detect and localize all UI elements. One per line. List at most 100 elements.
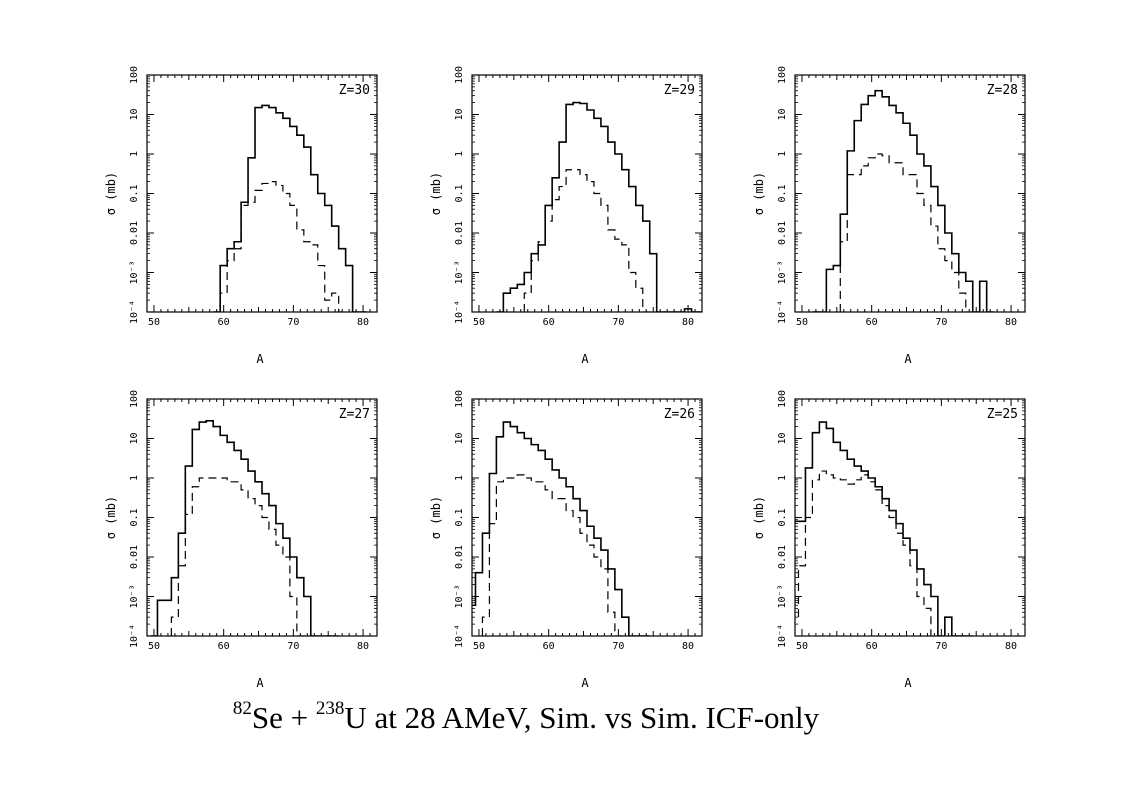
panel-z26: 50 60 70 80 10⁻⁴ 10⁻³ 0.01 0.1 1 10 100 Aσ (mb) Z=26 [429, 390, 703, 690]
panel-label: Z=25 [987, 407, 1018, 422]
x-tick-label: 70 [935, 641, 947, 652]
y-tick-label: 10⁻⁴ [777, 624, 788, 648]
histogram-icf-only [170, 477, 311, 636]
histogram-sim [213, 104, 367, 312]
y-tick-label: 100 [129, 66, 140, 84]
y-axis-label: σ (mb) [752, 496, 766, 539]
x-tick-label: 60 [218, 317, 230, 328]
x-axis-label: A [256, 352, 264, 366]
x-tick-label: 50 [473, 317, 485, 328]
y-tick-label: 10⁻³ [454, 584, 465, 608]
x-tick-label: 50 [148, 317, 160, 328]
panel-z30: 50 60 70 80 10⁻⁴ 10⁻³ 0.01 0.1 1 10 100 Aσ (mb) Z=30 [104, 66, 378, 366]
u-mass-number: 238 [315, 698, 345, 719]
panel-label: Z=26 [664, 407, 695, 422]
x-axis-label: A [904, 352, 912, 366]
y-tick-label: 10 [454, 432, 465, 444]
y-tick-label: 0.1 [129, 508, 140, 526]
x-tick-label: 80 [1005, 641, 1017, 652]
histogram-icf-only [219, 181, 346, 312]
y-tick-label: 10 [454, 108, 465, 120]
x-tick-label: 80 [682, 317, 694, 328]
x-tick-label: 50 [796, 641, 808, 652]
panel-z29: 50 60 70 80 10⁻⁴ 10⁻³ 0.01 0.1 1 10 100 Aσ (mb) Z=29 [429, 66, 703, 366]
x-tick-label: 80 [1005, 317, 1017, 328]
y-tick-label: 0.01 [777, 221, 788, 245]
y-tick-label: 0.1 [454, 184, 465, 202]
y-tick-label: 10 [777, 108, 788, 120]
se-symbol: Se + [251, 700, 316, 735]
y-tick-label: 0.01 [454, 545, 465, 569]
x-tick-label: 70 [287, 641, 299, 652]
se-mass-number: 82 [232, 698, 252, 719]
x-axis-label: A [904, 676, 912, 690]
x-tick-label: 80 [357, 641, 369, 652]
x-tick-label: 60 [543, 317, 555, 328]
y-axis-label: σ (mb) [429, 172, 443, 215]
x-tick-label: 70 [612, 317, 624, 328]
x-tick-label: 80 [357, 317, 369, 328]
y-tick-label: 10 [129, 432, 140, 444]
x-tick-label: 60 [866, 641, 878, 652]
y-tick-label: 1 [777, 475, 788, 481]
x-tick-label: 60 [218, 641, 230, 652]
panel-z27: 50 60 70 80 10⁻⁴ 10⁻³ 0.01 0.1 1 10 100 Aσ (mb) Z=27 [104, 390, 378, 690]
histogram-sim [795, 421, 973, 636]
y-tick-label: 100 [129, 390, 140, 408]
x-tick-label: 60 [543, 641, 555, 652]
histogram-icf-only [523, 169, 657, 312]
y-tick-label: 10⁻³ [129, 584, 140, 608]
x-tick-label: 70 [612, 641, 624, 652]
y-tick-label: 0.01 [129, 221, 140, 245]
histogram-icf-only [839, 153, 973, 312]
panel-z25: 50 60 70 80 10⁻⁴ 10⁻³ 0.01 0.1 1 10 100 Aσ (mb) Z=25 [752, 390, 1026, 690]
x-axis-label: A [581, 676, 589, 690]
y-tick-label: 0.01 [454, 221, 465, 245]
y-tick-label: 0.01 [129, 545, 140, 569]
y-axis-label: σ (mb) [104, 172, 118, 215]
x-tick-label: 50 [473, 641, 485, 652]
y-axis-label: σ (mb) [752, 172, 766, 215]
x-tick-label: 70 [935, 317, 947, 328]
histogram-sim [812, 89, 994, 312]
y-tick-label: 10⁻⁴ [454, 624, 465, 648]
y-tick-label: 100 [777, 66, 788, 84]
x-tick-label: 60 [866, 317, 878, 328]
figure-caption: 82Se + 238U at 28 AMeV, Sim. vs Sim. ICF… [0, 698, 1052, 736]
y-tick-label: 0.1 [777, 184, 788, 202]
x-axis-label: A [256, 676, 264, 690]
y-tick-label: 1 [777, 151, 788, 157]
y-tick-label: 1 [129, 151, 140, 157]
y-tick-label: 1 [454, 475, 465, 481]
y-tick-label: 0.1 [129, 184, 140, 202]
y-tick-label: 10⁻⁴ [129, 300, 140, 324]
panel-label: Z=28 [987, 83, 1018, 98]
y-tick-label: 10 [129, 108, 140, 120]
panel-label: Z=27 [339, 407, 370, 422]
x-tick-label: 70 [287, 317, 299, 328]
panel-label: Z=30 [339, 83, 370, 98]
plot-frame [794, 398, 1026, 637]
x-tick-label: 50 [148, 641, 160, 652]
y-tick-label: 0.01 [777, 545, 788, 569]
x-tick-label: 80 [682, 641, 694, 652]
y-tick-label: 10⁻⁴ [129, 624, 140, 648]
x-axis-label: A [581, 352, 589, 366]
y-tick-label: 100 [454, 66, 465, 84]
histogram-sim [472, 421, 650, 636]
y-tick-label: 100 [454, 390, 465, 408]
y-tick-label: 10⁻³ [777, 260, 788, 284]
y-axis-label: σ (mb) [104, 496, 118, 539]
y-tick-label: 10 [777, 432, 788, 444]
y-tick-label: 10⁻³ [129, 260, 140, 284]
y-tick-label: 10⁻³ [454, 260, 465, 284]
histogram-sim [150, 420, 339, 636]
y-tick-label: 10⁻³ [777, 584, 788, 608]
x-tick-label: 50 [796, 317, 808, 328]
panel-label: Z=29 [664, 83, 695, 98]
y-tick-label: 1 [129, 475, 140, 481]
panel-z28: 50 60 70 80 10⁻⁴ 10⁻³ 0.01 0.1 1 10 100 Aσ (mb) Z=28 [752, 66, 1026, 366]
histogram-icf-only [481, 474, 629, 636]
caption-text: U at 28 AMeV, Sim. vs Sim. ICF-only [344, 700, 820, 735]
y-axis-label: σ (mb) [429, 496, 443, 539]
